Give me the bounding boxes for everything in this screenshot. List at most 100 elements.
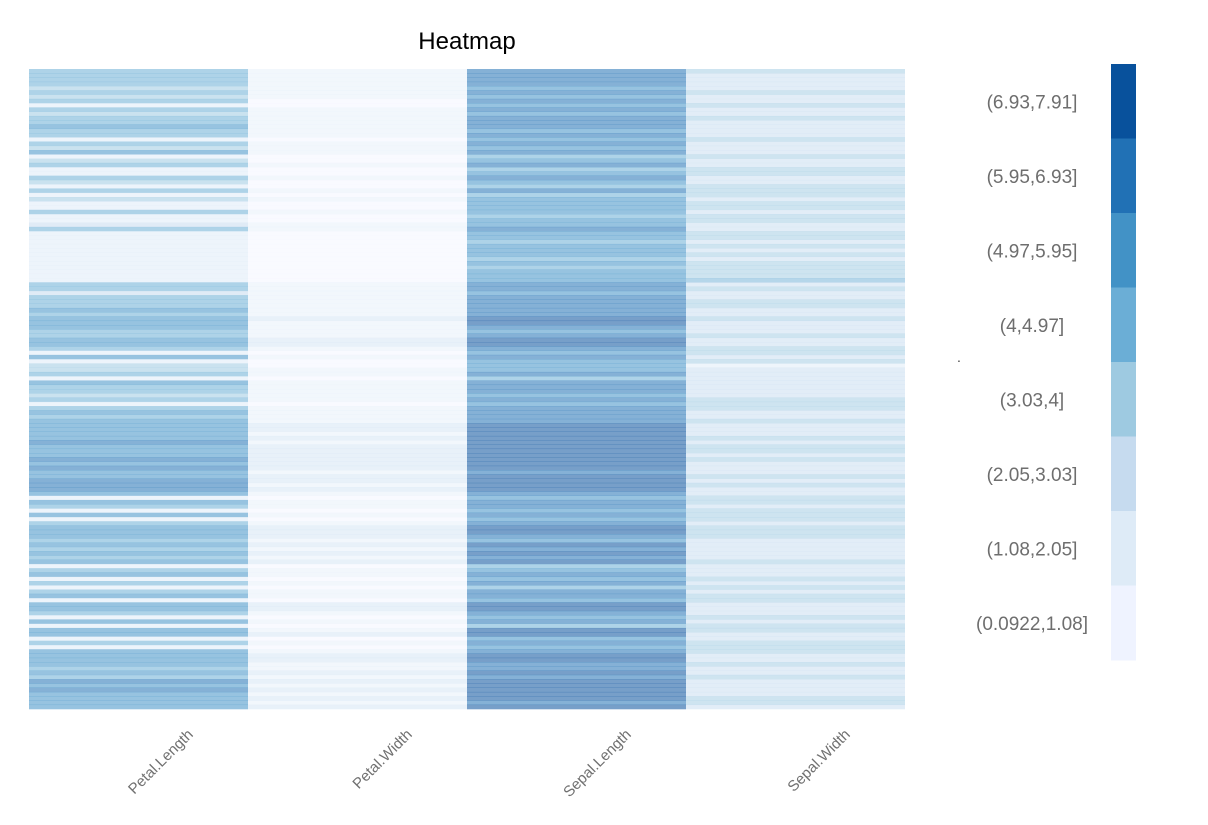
heatmap-cell-petal-length-86 xyxy=(29,431,248,437)
heatmap-cell-petal-width-71 xyxy=(248,367,467,373)
heatmap-cells xyxy=(29,69,905,710)
heatmap-cell-sepal-width-74 xyxy=(686,380,905,386)
legend-label-1: (6.93,7.91] xyxy=(987,92,1078,113)
heatmap-cell-petal-length-13 xyxy=(29,120,248,125)
heatmap-cell-sepal-length-41 xyxy=(467,239,686,245)
heatmap-cell-petal-length-26 xyxy=(29,175,248,181)
heatmap-cell-petal-width-45 xyxy=(248,256,467,262)
heatmap-cell-sepal-length-138 xyxy=(467,653,686,659)
heatmap-cell-sepal-length-71 xyxy=(467,367,686,373)
heatmap-cell-petal-width-76 xyxy=(248,389,467,394)
heatmap-cell-sepal-length-86 xyxy=(467,431,686,437)
heatmap-cell-petal-width-106 xyxy=(248,517,467,522)
heatmap-cell-petal-width-51 xyxy=(248,282,467,287)
heatmap-cell-sepal-length-77 xyxy=(467,393,686,398)
heatmap-cell-petal-width-140 xyxy=(248,662,467,667)
heatmap-cell-sepal-width-86 xyxy=(686,431,905,437)
heatmap-cell-petal-length-106 xyxy=(29,517,248,522)
heatmap-cell-sepal-width-123 xyxy=(686,589,905,595)
heatmap-cell-sepal-width-55 xyxy=(686,299,905,304)
heatmap-cell-sepal-length-137 xyxy=(467,649,686,654)
heatmap-cell-petal-length-67 xyxy=(29,350,248,356)
heatmap-cell-petal-length-93 xyxy=(29,461,248,467)
heatmap-cell-petal-length-81 xyxy=(29,410,248,415)
heatmap-cell-sepal-length-149 xyxy=(467,700,686,706)
heatmap-cell-petal-length-116 xyxy=(29,559,248,565)
heatmap-cell-petal-width-101 xyxy=(248,495,467,501)
heatmap-cell-petal-length-107 xyxy=(29,521,248,526)
heatmap-cell-sepal-width-45 xyxy=(686,256,905,262)
heatmap-cell-sepal-length-50 xyxy=(467,278,686,283)
heatmap-cell-sepal-length-90 xyxy=(467,448,686,454)
heatmap-cell-sepal-width-147 xyxy=(686,691,905,697)
heatmap-cell-petal-length-5 xyxy=(29,86,248,91)
heatmap-cell-petal-width-136 xyxy=(248,645,467,650)
heatmap-cell-sepal-width-136 xyxy=(686,645,905,650)
heatmap-cell-petal-width-91 xyxy=(248,453,467,458)
heatmap-cell-petal-length-97 xyxy=(29,478,248,484)
heatmap-cell-sepal-length-110 xyxy=(467,534,686,539)
heatmap-cell-petal-length-128 xyxy=(29,610,248,616)
heatmap-cell-sepal-width-120 xyxy=(686,576,905,582)
heatmap-cell-sepal-width-88 xyxy=(686,440,905,445)
heatmap-cell-petal-width-93 xyxy=(248,461,467,467)
heatmap-cell-petal-width-31 xyxy=(248,197,467,202)
heatmap-cell-petal-length-80 xyxy=(29,406,248,411)
heatmap-cell-petal-length-64 xyxy=(29,337,248,343)
heatmap-cell-sepal-length-105 xyxy=(467,512,686,518)
heatmap-cell-petal-length-44 xyxy=(29,252,248,258)
heatmap-cell-petal-length-112 xyxy=(29,542,248,548)
heatmap-cell-sepal-length-141 xyxy=(467,666,686,671)
heatmap-cell-petal-width-77 xyxy=(248,393,467,398)
heatmap-cell-petal-width-112 xyxy=(248,542,467,548)
heatmap-cell-petal-length-57 xyxy=(29,307,248,313)
heatmap-cell-sepal-width-106 xyxy=(686,517,905,522)
heatmap-cell-sepal-width-10 xyxy=(686,107,905,112)
heatmap-cell-petal-width-82 xyxy=(248,414,467,420)
heatmap-cell-sepal-length-52 xyxy=(467,286,686,292)
heatmap-cell-sepal-length-113 xyxy=(467,546,686,552)
heatmap-cell-petal-width-24 xyxy=(248,167,467,172)
heatmap-cell-sepal-length-15 xyxy=(467,128,686,134)
heatmap-cell-petal-length-132 xyxy=(29,627,248,633)
heatmap-cell-petal-length-3 xyxy=(29,77,248,83)
heatmap-cell-sepal-length-37 xyxy=(467,222,686,228)
heatmap-cell-sepal-length-96 xyxy=(467,474,686,479)
heatmap-cell-petal-length-35 xyxy=(29,214,248,219)
heatmap-cell-sepal-length-43 xyxy=(467,248,686,253)
heatmap-cell-petal-length-87 xyxy=(29,435,248,441)
heatmap-cell-sepal-width-144 xyxy=(686,679,905,684)
heatmap-cell-sepal-length-35 xyxy=(467,214,686,219)
legend-label-7: (1.08,2.05] xyxy=(987,539,1078,560)
heatmap-cell-sepal-length-62 xyxy=(467,329,686,334)
heatmap-cell-sepal-length-3 xyxy=(467,77,686,83)
heatmap-cell-petal-width-13 xyxy=(248,120,467,125)
heatmap-cell-petal-length-105 xyxy=(29,512,248,518)
heatmap-cell-petal-width-66 xyxy=(248,346,467,351)
heatmap-cell-petal-width-5 xyxy=(248,86,467,91)
heatmap-cell-sepal-width-98 xyxy=(686,482,905,488)
heatmap-cell-sepal-width-54 xyxy=(686,295,905,300)
heatmap-cell-petal-length-23 xyxy=(29,162,248,168)
heatmap-cell-sepal-length-73 xyxy=(467,376,686,381)
heatmap-cell-petal-width-86 xyxy=(248,431,467,437)
heatmap-cell-petal-width-135 xyxy=(248,640,467,646)
heatmap-cell-sepal-width-134 xyxy=(686,636,905,642)
heatmap-cell-sepal-width-111 xyxy=(686,538,905,543)
color-legend: (6.93,7.91] (5.95,6.93] (4.97,5.95] (4,4.97… xyxy=(976,64,1136,661)
heatmap-cell-petal-length-131 xyxy=(29,623,248,629)
heatmap-cell-petal-width-118 xyxy=(248,568,467,573)
heatmap-cell-sepal-width-28 xyxy=(686,184,905,189)
heatmap-cell-sepal-length-79 xyxy=(467,401,686,407)
heatmap-cell-sepal-length-16 xyxy=(467,133,686,138)
heatmap-cell-sepal-length-1 xyxy=(467,69,686,74)
heatmap-cell-sepal-width-40 xyxy=(686,235,905,240)
heatmap-cell-sepal-length-118 xyxy=(467,568,686,573)
heatmap-cell-sepal-length-106 xyxy=(467,517,686,522)
heatmap-cell-sepal-width-130 xyxy=(686,619,905,624)
heatmap-cell-sepal-width-109 xyxy=(686,529,905,535)
heatmap-cell-petal-width-83 xyxy=(248,418,467,424)
heatmap-cell-petal-length-18 xyxy=(29,141,248,147)
heatmap-cell-sepal-length-124 xyxy=(467,593,686,599)
heatmap-cell-sepal-width-31 xyxy=(686,197,905,202)
